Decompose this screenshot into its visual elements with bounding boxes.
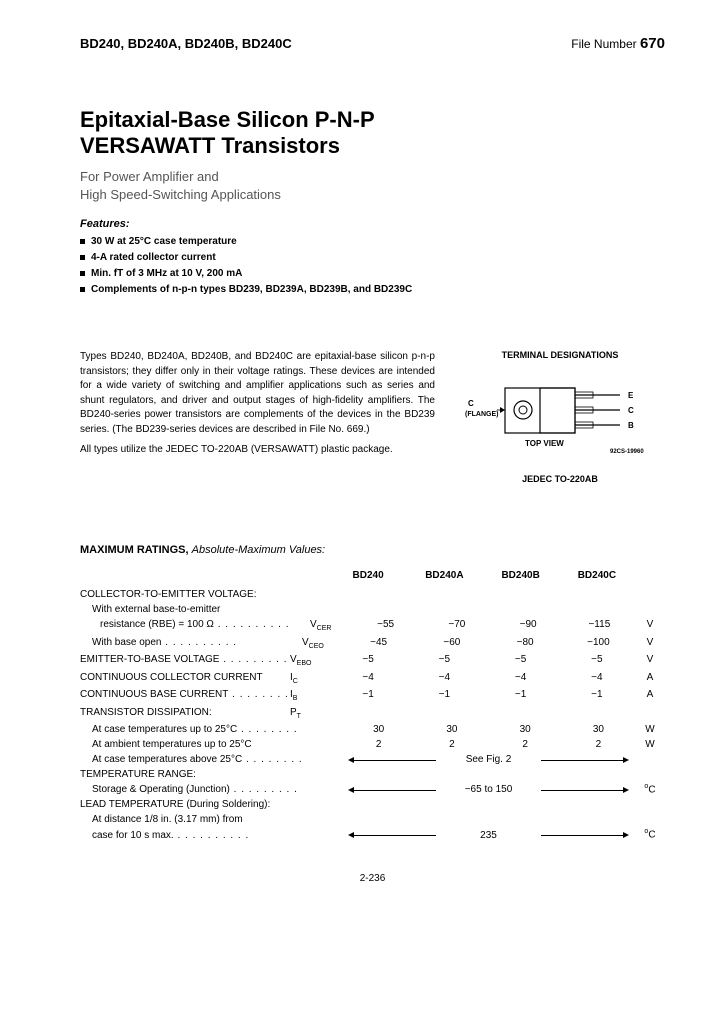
table-row: Storage & Operating (Junction)−65 to 150… xyxy=(80,782,665,797)
table-row: At case temperatures up to 25°C30303030W xyxy=(80,722,665,737)
ratings-heading: MAXIMUM RATINGS, Absolute-Maximum Values… xyxy=(80,544,665,556)
table-row: CONTINUOUS BASE CURRENTIB−1−1−1−1A xyxy=(80,687,665,705)
ratings-header-row: BD240 BD240A BD240B BD240C xyxy=(80,570,665,581)
svg-text:C: C xyxy=(468,399,474,408)
feature-item: 30 W at 25°C case temperature xyxy=(80,236,665,247)
table-row: TEMPERATURE RANGE: xyxy=(80,767,665,782)
feature-item: Complements of n-p-n types BD239, BD239A… xyxy=(80,284,665,295)
table-row: TRANSISTOR DISSIPATION:PT xyxy=(80,705,665,723)
table-row: resistance (RBE) = 100 ΩVCER−55−70−90−11… xyxy=(80,617,665,635)
bullet-icon xyxy=(80,287,85,292)
file-number: File Number 670 xyxy=(571,35,665,52)
package-label: JEDEC TO-220AB xyxy=(455,474,665,484)
ratings-table: BD240 BD240A BD240B BD240C COLLECTOR-TO-… xyxy=(80,570,665,843)
bullet-icon xyxy=(80,255,85,260)
subtitle: For Power Amplifier and High Speed-Switc… xyxy=(80,168,665,204)
span-value: −65 to 150 xyxy=(342,782,635,797)
page-header: BD240, BD240A, BD240B, BD240C File Numbe… xyxy=(80,35,665,52)
description: Types BD240, BD240A, BD240B, and BD240C … xyxy=(80,350,435,464)
feature-item: Min. fT of 3 MHz at 10 V, 200 mA xyxy=(80,268,665,279)
main-title: Epitaxial-Base Silicon P-N-P VERSAWATT T… xyxy=(80,107,665,160)
table-row: case for 10 s max.235oC xyxy=(80,827,665,842)
table-row: COLLECTOR-TO-EMITTER VOLTAGE: xyxy=(80,587,665,602)
svg-text:B: B xyxy=(628,421,634,430)
table-row: LEAD TEMPERATURE (During Soldering): xyxy=(80,797,665,812)
table-row: CONTINUOUS COLLECTOR CURRENTIC−4−4−4−4A xyxy=(80,670,665,688)
part-numbers: BD240, BD240A, BD240B, BD240C xyxy=(80,36,292,51)
table-row: At distance 1/8 in. (3.17 mm) from xyxy=(80,812,665,827)
to220-icon: E C B C (FLANGE) TOP VIEW 92CS-19960 xyxy=(465,368,655,458)
feature-item: 4-A rated collector current xyxy=(80,252,665,263)
table-row: With external base-to-emitter xyxy=(80,602,665,617)
page-number: 2-236 xyxy=(80,873,665,884)
table-row: With base openVCEO−45−60−80−100V xyxy=(80,635,665,653)
table-row: At case temperatures above 25°CSee Fig. … xyxy=(80,752,665,767)
table-row: At ambient temperatures up to 25°C2222W xyxy=(80,737,665,752)
features-heading: Features: xyxy=(80,218,665,230)
svg-text:TOP VIEW: TOP VIEW xyxy=(525,439,564,448)
span-value: 235 xyxy=(342,828,635,843)
svg-text:C: C xyxy=(628,406,634,415)
bullet-icon xyxy=(80,271,85,276)
bullet-icon xyxy=(80,239,85,244)
package-diagram: TERMINAL DESIGNATIONS E C B C (FLANGE) xyxy=(455,350,665,484)
svg-text:E: E xyxy=(628,391,634,400)
svg-text:(FLANGE): (FLANGE) xyxy=(465,411,498,418)
span-value: See Fig. 2 xyxy=(342,752,635,767)
svg-text:92CS-19960: 92CS-19960 xyxy=(610,449,644,455)
table-row: EMITTER-TO-BASE VOLTAGEVEBO−5−5−5−5V xyxy=(80,652,665,670)
